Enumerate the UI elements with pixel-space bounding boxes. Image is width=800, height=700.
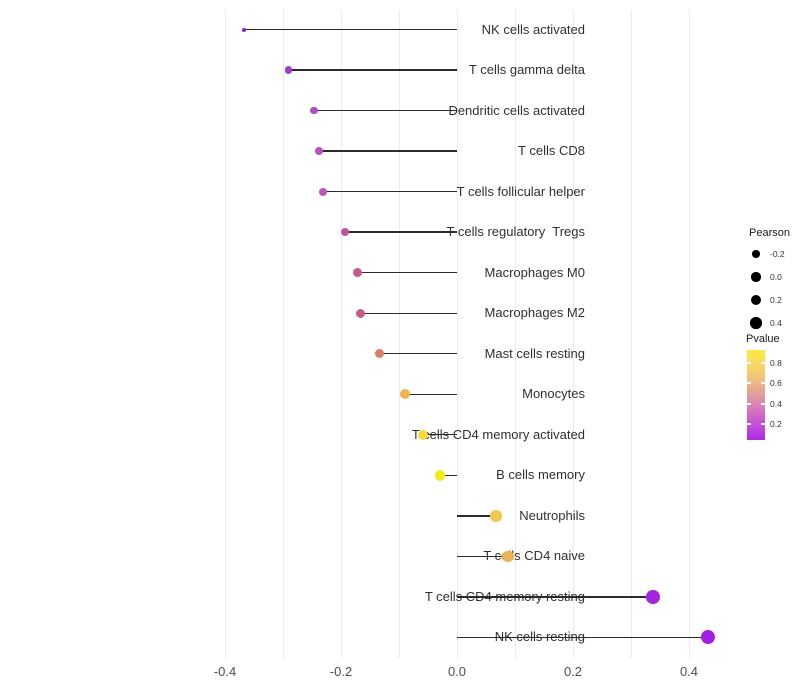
legend-size-dot [751,272,761,282]
lollipop-dot [646,590,660,604]
colorbar-tick-mark [747,382,751,384]
lollipop-dot [490,510,502,522]
y-axis-label: Dendritic cells activated [448,102,585,118]
lollipop-dot [434,470,446,481]
lollipop-dot [701,630,716,645]
colorbar-tick-mark [747,362,751,364]
y-axis-label: Neutrophils [519,507,585,523]
lollipop-stem [318,150,457,152]
lollipop-dot [356,308,366,318]
gridline [688,10,690,658]
legend-size-dot [750,317,762,329]
lollipop-dot [374,349,384,359]
lollipop-stem [457,596,654,598]
y-axis-label: T cells gamma delta [468,62,585,78]
gridline [398,10,400,658]
lollipop-stem [422,434,457,436]
lollipop-dot [502,550,514,563]
pvalue-colorbar [747,350,765,440]
x-axis-tick-label: -0.4 [213,664,237,679]
legend-size-dot [752,250,760,258]
lollipop-stem [313,109,457,112]
colorbar-tick-mark [761,403,765,405]
lollipop-stem [457,555,509,558]
colorbar-tick-mark [761,423,765,425]
lollipop-stem [323,190,457,193]
y-axis-label: Monocytes [522,386,585,402]
lollipop-stem [404,393,457,395]
legend-size-label: 0.0 [770,272,782,282]
lollipop-stem [357,271,457,274]
y-axis-label: NK cells activated [481,21,585,37]
x-axis-tick-label: -0.2 [329,664,353,679]
colorbar-tick-mark [747,423,751,425]
legend-size-label: 0.4 [770,318,782,328]
lollipop-stem [345,231,457,233]
gridline [630,10,632,658]
gridline [282,10,284,658]
colorbar-tick-label: 0.6 [770,378,782,388]
y-axis-label: T cells regulatory Tregs [446,224,585,240]
y-axis-label: Macrophages M0 [484,264,585,280]
gridline [572,10,574,658]
gridline [456,10,458,658]
lollipop-dot [242,27,247,32]
colorbar-tick-mark [761,382,765,384]
x-axis-tick-label: 0.4 [679,664,699,679]
lollipop-dot [285,66,293,74]
lollipop-stem [457,515,496,517]
y-axis-label: T cells CD4 memory activated [411,426,585,442]
gridline [224,10,226,658]
y-axis-label: B cells memory [496,467,585,483]
colorbar-tick-label: 0.8 [770,358,782,368]
legend-size-label: 0.2 [770,295,782,305]
lollipop-dot [353,268,363,278]
legend-size-dot [750,294,762,306]
x-axis-tick-label: 0.0 [447,664,467,679]
y-axis-label: Macrophages M2 [484,305,585,321]
colorbar-tick-mark [747,403,751,405]
x-axis-tick-label: 0.2 [563,664,583,679]
lollipop-dot [309,106,318,115]
lollipop-dot [318,187,328,196]
lollipop-stem [244,28,457,31]
lollipop-stem [379,353,457,355]
gridline [340,10,342,658]
lollipop-stem [288,69,457,71]
lollipop-stem [457,636,709,639]
y-axis-label: T cells follicular helper [456,183,585,199]
colorbar-tick-mark [761,362,765,364]
lollipop-stem [440,474,457,477]
lollipop-dot [314,147,323,156]
y-axis-label: T cells CD8 [518,143,585,159]
y-axis-label: Mast cells resting [484,345,585,361]
lollipop-dot [417,429,428,440]
colorbar-tick-label: 0.4 [770,399,782,409]
gridline [514,10,516,658]
legend-size-label: -0.2 [770,249,785,259]
legend-pearson-title: Pearson [749,227,790,239]
colorbar-tick-label: 0.2 [770,419,782,429]
lollipop-stem [360,312,457,314]
lollipop-dot [340,227,350,237]
legend-pvalue-title: Pvalue [746,333,780,345]
lollipop-dot [399,389,410,400]
